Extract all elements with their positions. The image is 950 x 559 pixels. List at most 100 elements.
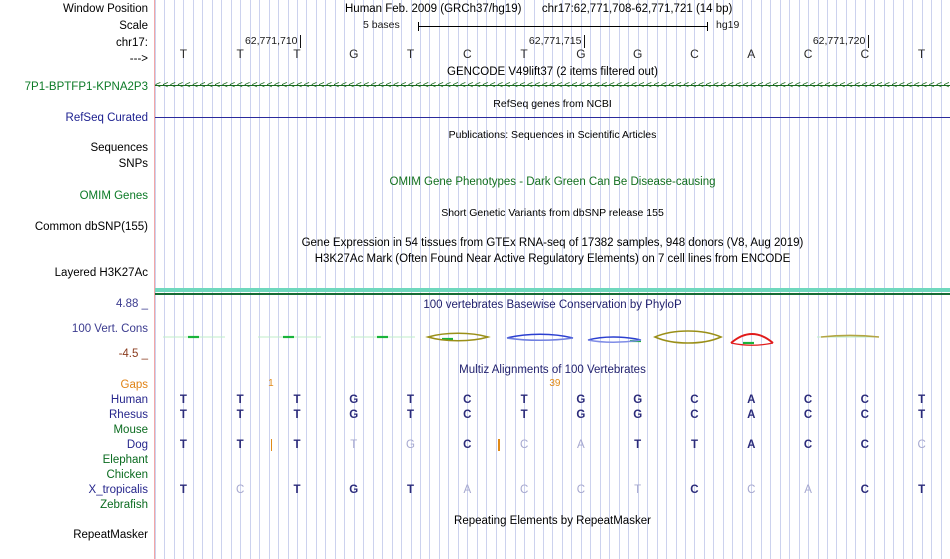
assembly-db-label: hg19: [716, 19, 740, 31]
gencode-strand-track[interactable]: <<<<<<<<<<<<<<<<<<<<<<<<<<<<<<<<<<<<<<<<…: [155, 80, 950, 91]
alignment-base: T: [407, 409, 415, 421]
label-species-human[interactable]: Human: [110, 394, 148, 406]
phylop-track-title[interactable]: 100 vertebrates Basewise Conservation by…: [423, 299, 682, 311]
alignment-base: G: [349, 394, 359, 406]
alignment-base: C: [690, 409, 699, 421]
refseq-curated-feature[interactable]: [155, 117, 950, 118]
label-window-position: Window Position: [62, 3, 148, 15]
gap-count-label: 1: [268, 378, 274, 389]
label-common-dbsnp[interactable]: Common dbSNP(155): [34, 221, 148, 233]
alignment-base: C: [576, 484, 586, 496]
label-conservation-name[interactable]: 100 Vert. Cons: [71, 323, 148, 335]
assembly-label: Human Feb. 2009 (GRCh37/hg19): [345, 3, 522, 15]
alignment-base: A: [747, 394, 756, 406]
omim-track-title[interactable]: OMIM Gene Phenotypes - Dark Green Can Be…: [389, 176, 716, 188]
label-sequences[interactable]: Sequences: [90, 142, 148, 154]
ruler-tick-mark: [299, 35, 301, 48]
scale-bar-line: [418, 26, 708, 27]
refseq-track-title[interactable]: RefSeq genes from NCBI: [493, 98, 612, 110]
alignment-base: C: [463, 439, 472, 451]
ruler-base-letter: C: [462, 47, 472, 61]
track-data-area[interactable]: Human Feb. 2009 (GRCh37/hg19) chr17:62,7…: [155, 0, 950, 559]
alignment-base: T: [179, 439, 187, 451]
alignment-row[interactable]: [155, 469, 950, 484]
dbsnp-track-title[interactable]: Short Genetic Variants from dbSNP releas…: [441, 207, 664, 219]
label-species-mouse[interactable]: Mouse: [113, 424, 148, 436]
alignment-base: T: [179, 484, 187, 496]
alignment-base: C: [803, 439, 813, 451]
alignment-base: G: [633, 394, 643, 406]
gencode-strand-line: [155, 85, 950, 86]
label-species-chicken[interactable]: Chicken: [106, 469, 148, 481]
label-refseq-curated[interactable]: RefSeq Curated: [65, 112, 148, 124]
alignment-base: T: [179, 394, 187, 406]
alignment-base: T: [918, 484, 926, 496]
ruler-base-letter: T: [236, 47, 244, 61]
alignment-base: G: [576, 409, 586, 421]
label-gene-name[interactable]: 7P1-BPTFP1-KPNA2P3: [24, 81, 148, 93]
label-snps[interactable]: SNPs: [118, 158, 148, 170]
alignment-base: T: [407, 484, 415, 496]
label-species-rhesus[interactable]: Rhesus: [109, 409, 148, 421]
alignment-base: T: [634, 439, 642, 451]
track-label-column: Window Position Scale chr17: ---> 7P1-BP…: [0, 0, 152, 559]
alignment-base: C: [860, 484, 869, 496]
publications-track-title[interactable]: Publications: Sequences in Scientific Ar…: [448, 129, 657, 141]
label-conservation-max: 4.88 _: [116, 298, 148, 310]
alignment-base: C: [463, 409, 472, 421]
alignment-row[interactable]: [155, 424, 950, 439]
label-species-elephant[interactable]: Elephant: [102, 454, 148, 466]
ruler-base-letter: T: [917, 47, 926, 61]
h3k27ac-track-title[interactable]: H3K27Ac Mark (Often Found Near Active Re…: [314, 253, 791, 265]
ruler-base-letter: T: [520, 47, 528, 61]
label-scale: Scale: [119, 20, 148, 32]
gtex-track-title[interactable]: Gene Expression in 54 tissues from GTEx …: [301, 237, 804, 249]
alignment-base: C: [690, 484, 699, 496]
label-layered-h3k27ac[interactable]: Layered H3K27Ac: [54, 267, 148, 279]
alignment-base: T: [918, 409, 926, 421]
conservation-wiggle-chart[interactable]: [155, 300, 950, 370]
alignment-base: G: [576, 394, 586, 406]
scale-bases-label: 5 bases: [363, 19, 400, 31]
alignment-base: T: [634, 484, 642, 496]
alignment-base: C: [803, 394, 813, 406]
alignment-row[interactable]: [155, 454, 950, 469]
label-species-zebrafish[interactable]: Zebrafish: [100, 499, 148, 511]
alignment-base: C: [747, 484, 756, 496]
alignment-base: T: [236, 439, 244, 451]
label-repeatmasker[interactable]: RepeatMasker: [73, 529, 148, 541]
gaps-row[interactable]: 1 39: [155, 378, 950, 392]
alignment-base: G: [406, 439, 415, 451]
alignment-base: C: [236, 484, 245, 496]
scale-bar-cap-left: [418, 22, 419, 31]
ruler-tick-label: 62,771,715: [528, 35, 582, 47]
alignment-base: T: [236, 409, 244, 421]
label-gaps[interactable]: Gaps: [120, 379, 149, 391]
label-species-dog[interactable]: Dog: [126, 439, 148, 451]
ruler-base-letter: G: [633, 47, 643, 61]
repeatmasker-track-title[interactable]: Repeating Elements by RepeatMasker: [454, 515, 651, 527]
gencode-track-title[interactable]: GENCODE V49lift37 (2 items filtered out): [447, 66, 658, 78]
ruler-tick-label: 62,771,720: [812, 35, 866, 47]
h3k27ac-baseline: [155, 293, 950, 295]
h3k27ac-signal-bar[interactable]: [155, 288, 950, 292]
alignment-base: A: [747, 439, 756, 451]
label-omim-genes[interactable]: OMIM Genes: [79, 190, 148, 202]
alignment-base: C: [917, 439, 926, 451]
alignment-base: A: [804, 484, 812, 496]
alignment-row[interactable]: [155, 499, 950, 514]
ruler-tick-mark: [867, 35, 869, 48]
label-species-xtropicalis[interactable]: X_tropicalis: [88, 484, 148, 496]
multiz-track-title[interactable]: Multiz Alignments of 100 Vertebrates: [459, 364, 646, 376]
ruler-base-letter: G: [576, 47, 586, 61]
ruler-base-letter: C: [803, 47, 813, 61]
scale-row: 5 bases hg19: [155, 20, 950, 34]
alignment-base: C: [803, 409, 813, 421]
